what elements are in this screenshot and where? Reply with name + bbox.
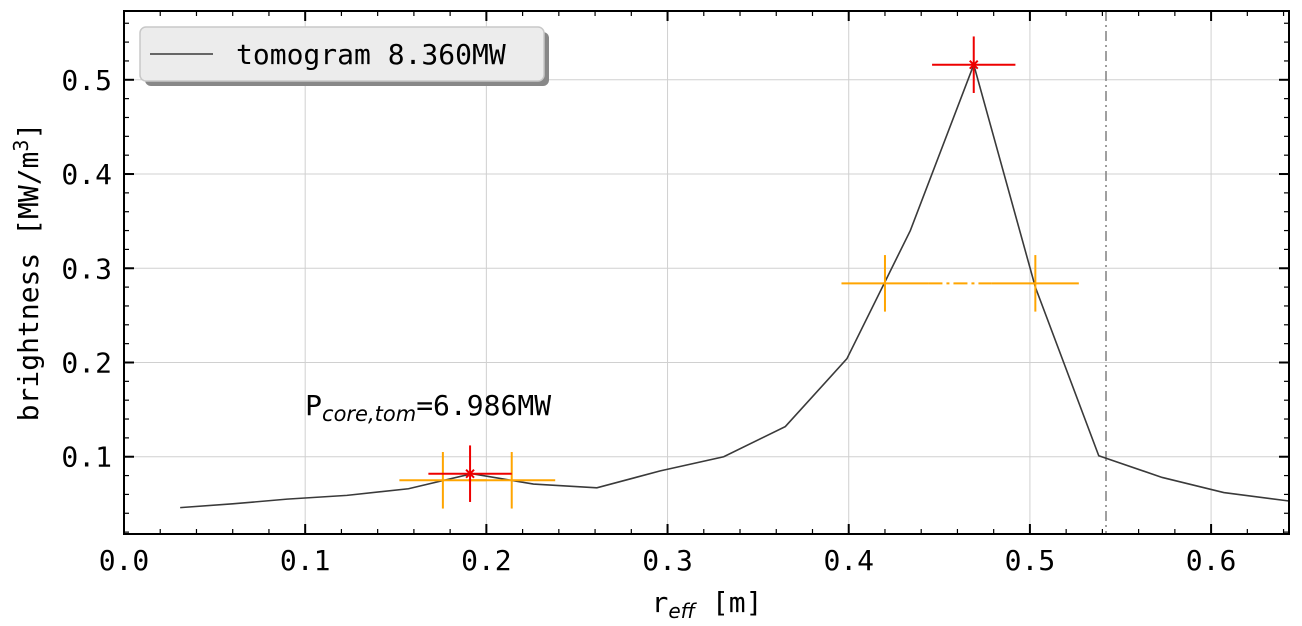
red-error-marker: [932, 36, 1016, 93]
y-tick-label: 0.2: [61, 346, 112, 379]
x-tick-label: 0.6: [1186, 544, 1237, 577]
x-tick-label: 0.5: [1005, 544, 1056, 577]
orange-error-marker: [841, 255, 929, 312]
orange-error-marker: [468, 452, 556, 509]
red-error-marker: [428, 445, 512, 502]
plot-frame: [123, 10, 1290, 535]
x-tick-label: 0.1: [280, 544, 331, 577]
core-power-annotation: Pcore,tom=6.986MW: [305, 389, 551, 426]
y-tick-label: 0.4: [61, 158, 112, 191]
tomogram-line: [180, 62, 1290, 509]
x-axis-label: reff [m]: [651, 586, 762, 623]
x-tick-label: 0.4: [823, 544, 874, 577]
orange-error-marker: [991, 255, 1079, 312]
x-tick-label: 0.0: [99, 544, 150, 577]
error-markers: [399, 36, 1079, 509]
series-group: [180, 62, 1290, 509]
x-tick-labels: 0.0 0.1 0.2 0.3 0.4 0.5 0.6: [99, 544, 1237, 577]
x-tick-label: 0.2: [461, 544, 512, 577]
y-tick-label: 0.5: [61, 64, 112, 97]
y-axis-label: brightness [MW/m3]: [9, 123, 45, 422]
y-tick-label: 0.3: [61, 252, 112, 285]
legend-box: [139, 26, 545, 82]
red-star-marker: [969, 60, 979, 70]
red-star-marker: [465, 468, 475, 479]
y-tick-labels: 0.1 0.2 0.3 0.4 0.5: [61, 64, 112, 474]
y-tick-label: 0.1: [61, 441, 112, 474]
grid: [123, 11, 1289, 534]
ticks: [123, 11, 1289, 534]
legend-label: tomogram 8.360MW: [236, 38, 506, 71]
legend: tomogram 8.360MW: [139, 26, 549, 86]
x-tick-label: 0.3: [642, 544, 693, 577]
